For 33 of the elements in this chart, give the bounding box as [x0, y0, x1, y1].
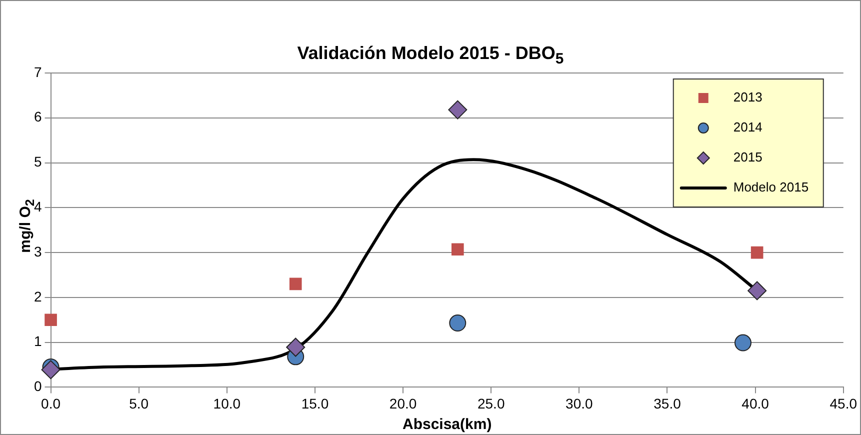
x-axis-title: Abscisa(km) — [402, 416, 492, 434]
y-tick-label: 1 — [34, 333, 42, 350]
point — [448, 100, 468, 120]
point — [41, 360, 60, 380]
x-tick-label: 45.0 — [830, 395, 858, 412]
legend-label: Modelo 2015 — [733, 180, 809, 195]
legend-label: 2013 — [733, 90, 762, 105]
x-tick-label: 10.0 — [213, 395, 241, 412]
y-tick-label: 6 — [34, 108, 42, 125]
x-tick-label: 0.0 — [41, 395, 61, 412]
y-tick-label: 7 — [34, 64, 42, 80]
x-tick-label: 20.0 — [389, 395, 417, 412]
y-tick-label: 0 — [34, 378, 42, 394]
point — [289, 278, 302, 290]
chart-title: Validación Modelo 2015 - DBO$_{5}$ — [297, 43, 564, 68]
x-tick-label: 30.0 — [566, 395, 594, 412]
x-tick-label: 5.0 — [129, 395, 149, 412]
point — [748, 281, 767, 300]
point — [286, 338, 306, 357]
x-tick-label: 25.0 — [477, 395, 505, 412]
point — [44, 314, 57, 326]
point — [451, 243, 464, 256]
x-tick-label: 35.0 — [654, 395, 682, 412]
y-tick-label: 2 — [34, 288, 42, 304]
legend-label: 2015 — [733, 150, 762, 165]
x-tick-label: 40.0 — [742, 395, 770, 412]
y-tick-label: 5 — [34, 154, 42, 170]
y-tick-label: 3 — [34, 243, 42, 260]
point — [449, 314, 466, 332]
point — [750, 246, 764, 259]
legend-label: 2014 — [733, 120, 762, 135]
x-tick-label: 15.0 — [301, 395, 329, 412]
point — [734, 334, 752, 352]
